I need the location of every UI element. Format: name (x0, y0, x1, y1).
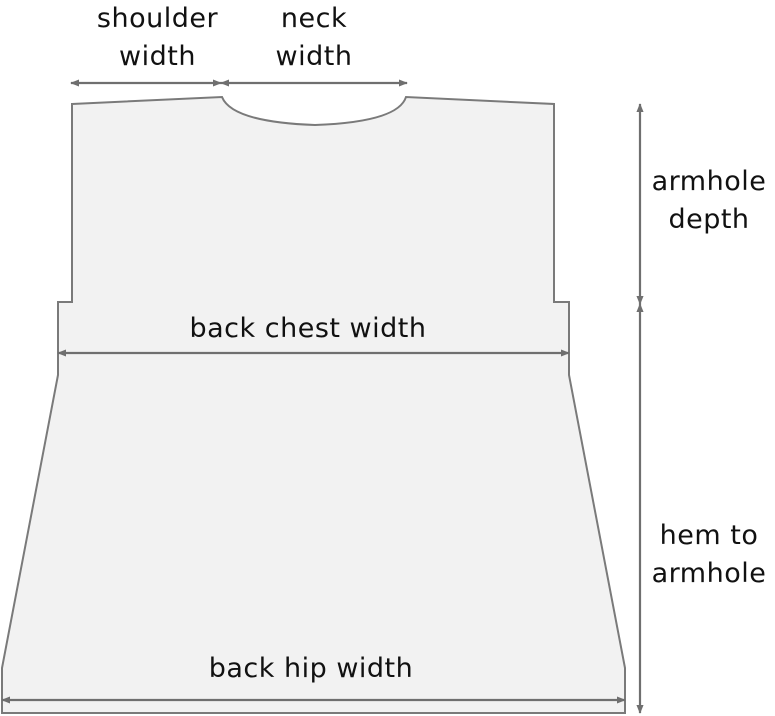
back-chest-width-label: back chest width (189, 313, 427, 344)
back-hip-width-label: back hip width (208, 653, 414, 684)
armhole-depth-label: armhole depth (651, 166, 767, 235)
hem-to-armhole-label: hem to armhole (651, 520, 767, 589)
neck-width-label: neck width (275, 3, 353, 72)
back-panel-shape (1, 95, 626, 714)
shoulder-width-label: shoulder width (96, 3, 219, 72)
